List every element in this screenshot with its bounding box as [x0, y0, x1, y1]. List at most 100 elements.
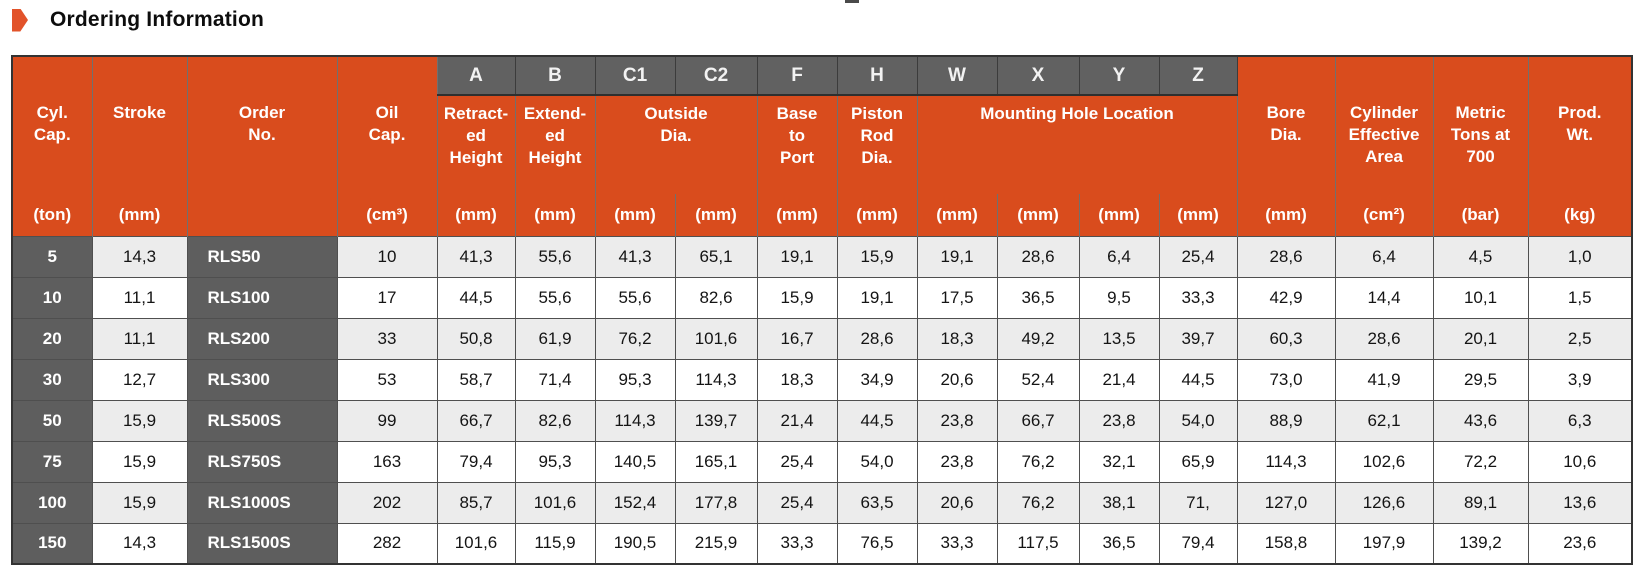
unit-bore-dia: (mm): [1236, 194, 1336, 236]
cell-cyl-cap: 75: [11, 440, 93, 483]
cell-prod-wt: 2,5: [1527, 317, 1633, 360]
header-retracted-height: Retract- ed Height: [436, 95, 516, 194]
cell-oil-cap: 33: [336, 317, 438, 360]
header-mounting-hole-location: Mounting Hole Location: [916, 95, 1238, 194]
cell-a-retracted-height: 101,6: [436, 522, 516, 565]
cell-order-no: RLS750S: [186, 440, 338, 483]
cell-w-mounting: 20,6: [916, 481, 998, 524]
header-cylinder-effective-area: Cylinder Effective Area: [1334, 56, 1434, 194]
cell-h-piston-rod-dia: 19,1: [836, 276, 918, 319]
cell-stroke: 14,3: [91, 235, 188, 278]
table-row: 150 14,3 RLS1500S 282 101,6 115,9 190,5 215,9 33…: [11, 522, 1633, 565]
cell-order-no: RLS200: [186, 317, 338, 360]
unit-metric-tons: (bar): [1432, 194, 1529, 236]
cell-cylinder-effective-area: 28,6: [1334, 317, 1434, 360]
cell-h-piston-rod-dia: 15,9: [836, 235, 918, 278]
cell-c1-outside-dia: 76,2: [594, 317, 676, 360]
cell-a-retracted-height: 66,7: [436, 399, 516, 442]
cell-oil-cap: 10: [336, 235, 438, 278]
cell-stroke: 15,9: [91, 440, 188, 483]
cell-w-mounting: 20,6: [916, 358, 998, 401]
table-row: 20 11,1 RLS200 33 50,8 61,9 76,2 101,6 16,7 28,6 1…: [11, 317, 1633, 360]
cell-f-base-to-port: 33,3: [756, 522, 838, 565]
header-letters-row: Cyl. Cap. Stroke Order No. Oil Cap. A B …: [11, 55, 1633, 194]
cell-z-mounting: 33,3: [1158, 276, 1238, 319]
cell-metric-tons: 89,1: [1432, 481, 1529, 524]
header-prod-wt: Prod. Wt.: [1527, 56, 1633, 194]
cell-c1-outside-dia: 140,5: [594, 440, 676, 483]
header-metric-tons: Metric Tons at 700: [1432, 56, 1529, 194]
cell-cyl-cap: 5: [11, 235, 93, 278]
cell-a-retracted-height: 41,3: [436, 235, 516, 278]
unit-a: (mm): [436, 194, 516, 236]
cell-w-mounting: 17,5: [916, 276, 998, 319]
cell-y-mounting: 36,5: [1078, 522, 1160, 565]
cell-stroke: 11,1: [91, 276, 188, 319]
cell-x-mounting: 117,5: [996, 522, 1080, 565]
cell-oil-cap: 163: [336, 440, 438, 483]
cell-a-retracted-height: 85,7: [436, 481, 516, 524]
cell-cyl-cap: 20: [11, 317, 93, 360]
cell-z-mounting: 65,9: [1158, 440, 1238, 483]
cell-cyl-cap: 10: [11, 276, 93, 319]
unit-c1: (mm): [594, 194, 676, 236]
unit-prod-wt: (kg): [1527, 194, 1633, 236]
unit-w: (mm): [916, 194, 998, 236]
cell-prod-wt: 1,0: [1527, 235, 1633, 278]
table-row: 10 11,1 RLS100 17 44,5 55,6 55,6 82,6 15,9 19,1 17…: [11, 276, 1633, 319]
cell-a-retracted-height: 50,8: [436, 317, 516, 360]
cell-cylinder-effective-area: 62,1: [1334, 399, 1434, 442]
header-letter-f: F: [756, 55, 838, 96]
cell-f-base-to-port: 18,3: [756, 358, 838, 401]
ordering-information-table: Cyl. Cap. Stroke Order No. Oil Cap. A B …: [11, 55, 1633, 565]
cell-bore-dia: 158,8: [1236, 522, 1336, 565]
cell-c2-outside-dia: 139,7: [674, 399, 758, 442]
cell-bore-dia: 127,0: [1236, 481, 1336, 524]
cell-prod-wt: 1,5: [1527, 276, 1633, 319]
table-row: 5 14,3 RLS50 10 41,3 55,6 41,3 65,1 19,1 15,9 19,1…: [11, 235, 1633, 278]
header-outside-dia: Outside Dia.: [594, 95, 758, 194]
cell-bore-dia: 28,6: [1236, 235, 1336, 278]
cell-y-mounting: 13,5: [1078, 317, 1160, 360]
cell-metric-tons: 29,5: [1432, 358, 1529, 401]
header-stroke: Stroke: [91, 56, 188, 194]
header-extended-height: Extend- ed Height: [514, 95, 596, 194]
cell-y-mounting: 23,8: [1078, 399, 1160, 442]
header-letter-y: Y: [1078, 55, 1160, 96]
cell-cylinder-effective-area: 126,6: [1334, 481, 1434, 524]
cell-order-no: RLS100: [186, 276, 338, 319]
cell-order-no: RLS1000S: [186, 481, 338, 524]
unit-z: (mm): [1158, 194, 1238, 236]
unit-h: (mm): [836, 194, 918, 236]
cell-x-mounting: 49,2: [996, 317, 1080, 360]
cell-w-mounting: 18,3: [916, 317, 998, 360]
cell-bore-dia: 88,9: [1236, 399, 1336, 442]
cell-prod-wt: 13,6: [1527, 481, 1633, 524]
cell-f-base-to-port: 25,4: [756, 481, 838, 524]
cell-b-extended-height: 101,6: [514, 481, 596, 524]
cell-c2-outside-dia: 165,1: [674, 440, 758, 483]
header-order-no: Order No.: [186, 56, 338, 194]
cell-metric-tons: 72,2: [1432, 440, 1529, 483]
cell-b-extended-height: 71,4: [514, 358, 596, 401]
unit-oil-cap: (cm³): [336, 194, 438, 236]
cell-prod-wt: 6,3: [1527, 399, 1633, 442]
header-letter-c2: C2: [674, 55, 758, 96]
cell-c2-outside-dia: 82,6: [674, 276, 758, 319]
cell-bore-dia: 42,9: [1236, 276, 1336, 319]
cell-cyl-cap: 150: [11, 522, 93, 565]
cell-h-piston-rod-dia: 28,6: [836, 317, 918, 360]
header-letter-z: Z: [1158, 55, 1238, 96]
cell-b-extended-height: 55,6: [514, 276, 596, 319]
table-body: 5 14,3 RLS50 10 41,3 55,6 41,3 65,1 19,1 15,9 19,1…: [11, 235, 1633, 565]
section-header: Ordering Information: [12, 6, 264, 34]
cell-f-base-to-port: 15,9: [756, 276, 838, 319]
cell-a-retracted-height: 79,4: [436, 440, 516, 483]
header-oil-cap: Oil Cap.: [336, 56, 438, 194]
page-title: Ordering Information: [50, 8, 264, 31]
cell-c1-outside-dia: 190,5: [594, 522, 676, 565]
cell-a-retracted-height: 44,5: [436, 276, 516, 319]
header-units-row: (ton) (mm) (cm³) (mm) (mm) (mm) (mm) (mm…: [11, 194, 1633, 236]
cell-metric-tons: 10,1: [1432, 276, 1529, 319]
cell-c2-outside-dia: 65,1: [674, 235, 758, 278]
